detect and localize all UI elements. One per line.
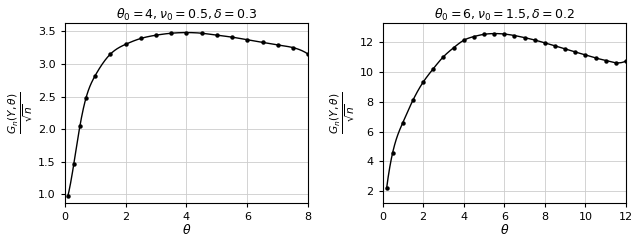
Title: $\theta_0 = 6, \nu_0 = 1.5, \delta = 0.2$: $\theta_0 = 6, \nu_0 = 1.5, \delta = 0.2… bbox=[434, 7, 575, 23]
X-axis label: $\theta$: $\theta$ bbox=[500, 223, 509, 237]
Title: $\theta_0 = 4, \nu_0 = 0.5, \delta = 0.3$: $\theta_0 = 4, \nu_0 = 0.5, \delta = 0.3… bbox=[116, 7, 257, 23]
Y-axis label: $\frac{G_n(Y,\theta)}{\sqrt{n}}$: $\frac{G_n(Y,\theta)}{\sqrt{n}}$ bbox=[7, 92, 35, 134]
Y-axis label: $\frac{G_n(Y,\theta)}{\sqrt{n}}$: $\frac{G_n(Y,\theta)}{\sqrt{n}}$ bbox=[328, 92, 356, 134]
X-axis label: $\theta$: $\theta$ bbox=[182, 223, 191, 237]
